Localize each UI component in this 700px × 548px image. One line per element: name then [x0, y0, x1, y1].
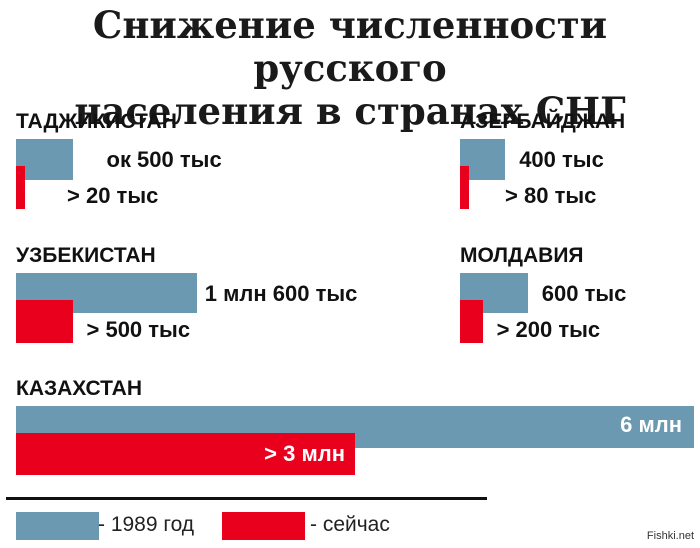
country-label: КАЗАХСТАН [16, 377, 142, 400]
value-label-1989: ок 500 тыс [106, 147, 222, 172]
value-label-1989: 400 тыс [519, 147, 604, 172]
value-label-now: > 20 тыс [67, 183, 159, 208]
value-label-now: > 80 тыс [505, 183, 597, 208]
legend-swatch-now [222, 512, 305, 540]
bar-now [16, 300, 73, 343]
legend-label-now: - сейчас [310, 513, 390, 536]
bar-now [16, 433, 355, 475]
country-label: ТАДЖИКИСТАН [16, 110, 177, 133]
value-label-1989: 1 млн 600 тыс [204, 281, 358, 306]
watermark: Fishki.net [646, 530, 694, 542]
bar-now [460, 166, 470, 209]
bar-now [16, 166, 25, 209]
bar-now [460, 300, 483, 343]
legend-swatch-1989 [16, 512, 99, 540]
value-label-now: > 200 тыс [496, 317, 601, 342]
country-label: УЗБЕКИСТАН [16, 244, 156, 267]
country-label: МОЛДАВИЯ [460, 244, 584, 267]
value-label-1989: 600 тыс [541, 281, 627, 306]
bar-1989 [16, 139, 73, 180]
chart-title-line-1: Снижение численности русского [92, 3, 608, 90]
chart-title: Снижение численности русского населения … [0, 4, 700, 133]
chart-title-line-2: населения в странах СНГ [74, 89, 626, 133]
legend-label-1989: - 1989 год [98, 513, 195, 536]
value-label-now: > 500 тыс [86, 317, 191, 342]
value-label-now: > 3 млн [264, 441, 345, 466]
value-label-1989: 6 млн [620, 412, 682, 437]
country-label: АЗЕРБАЙДЖАН [460, 110, 626, 133]
legend-divider [6, 497, 487, 500]
